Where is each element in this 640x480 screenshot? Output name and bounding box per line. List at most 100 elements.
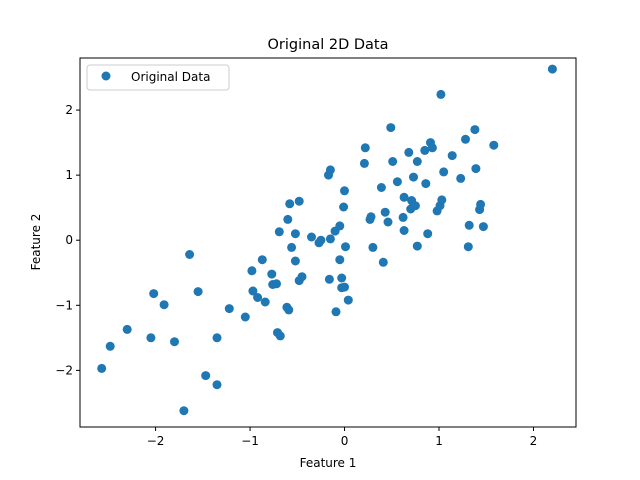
data-point	[149, 289, 159, 299]
data-point	[212, 333, 222, 343]
data-point	[324, 274, 334, 284]
data-point	[392, 177, 402, 187]
data-point	[284, 305, 294, 315]
data-point	[436, 89, 446, 99]
data-point	[272, 279, 281, 289]
legend-box	[86, 64, 230, 91]
data-point	[388, 157, 398, 166]
data-point	[427, 143, 437, 153]
data-point	[410, 201, 420, 211]
y-tick-label: 0	[65, 233, 73, 247]
y-axis-label: Feature 2	[29, 214, 43, 271]
data-point	[489, 140, 499, 150]
data-point	[461, 134, 470, 144]
plot-frame	[79, 57, 577, 428]
data-point	[456, 173, 466, 183]
data-point	[409, 172, 418, 182]
data-point	[290, 256, 300, 266]
data-point	[248, 286, 258, 296]
y-axis-ticks: −2 −1 0 1 2	[55, 103, 80, 377]
data-point	[471, 164, 481, 174]
data-point	[476, 199, 486, 209]
x-tick-label: 2	[530, 434, 538, 448]
data-point	[404, 147, 414, 157]
data-point	[274, 227, 284, 237]
data-point	[247, 266, 257, 276]
data-point	[463, 242, 473, 252]
x-tick-label: 1	[435, 434, 443, 448]
data-point	[447, 151, 457, 161]
data-point	[423, 229, 433, 239]
legend-marker	[101, 71, 111, 81]
data-point	[335, 221, 345, 231]
data-point	[257, 255, 267, 265]
y-tick-label: −1	[55, 298, 73, 312]
data-point	[386, 123, 396, 133]
data-point	[267, 269, 277, 279]
data-point	[287, 242, 297, 252]
data-point	[337, 273, 347, 283]
data-point	[359, 158, 369, 168]
data-point	[297, 272, 307, 282]
data-point	[325, 165, 335, 175]
data-point	[339, 202, 349, 212]
data-point	[212, 380, 222, 390]
data-point	[380, 207, 390, 217]
data-point	[283, 214, 293, 224]
data-point	[421, 179, 431, 189]
data-point	[159, 300, 169, 310]
data-point	[253, 293, 263, 302]
data-point	[146, 333, 156, 343]
data-point	[316, 235, 326, 245]
data-point	[340, 282, 349, 292]
data-point	[412, 241, 422, 251]
data-point	[340, 186, 349, 196]
data-point	[260, 297, 270, 307]
x-tick-label: 0	[341, 434, 349, 448]
data-point	[376, 183, 386, 192]
data-point	[439, 167, 449, 177]
data-point	[412, 157, 422, 166]
x-tick-label: −1	[241, 434, 259, 448]
y-tick-label: 2	[65, 103, 73, 117]
data-point	[343, 295, 353, 305]
data-point	[470, 125, 480, 135]
data-point	[378, 257, 388, 267]
legend: Original Data	[86, 64, 230, 91]
data-point	[335, 255, 345, 265]
data-point	[97, 363, 107, 373]
data-point	[420, 145, 430, 155]
legend-label: Original Data	[131, 70, 210, 84]
x-axis-ticks: −2 −1 0 1 2	[147, 427, 538, 448]
chart-title: Original 2D Data	[268, 37, 389, 53]
data-point	[290, 229, 300, 239]
data-point	[547, 64, 557, 74]
x-tick-label: −2	[147, 434, 165, 448]
y-tick-label: −2	[55, 363, 73, 377]
data-point	[383, 217, 393, 227]
data-point	[307, 232, 316, 242]
data-point	[122, 324, 132, 334]
data-point	[399, 192, 409, 202]
data-point	[331, 307, 341, 317]
data-point	[368, 242, 378, 252]
data-point	[398, 212, 408, 222]
data-point	[105, 341, 115, 351]
data-point	[478, 222, 488, 232]
x-axis-label: Feature 1	[300, 456, 357, 470]
data-point	[399, 226, 409, 235]
data-point	[285, 199, 295, 209]
data-point	[170, 337, 179, 347]
data-point	[341, 242, 350, 252]
data-point	[185, 250, 195, 259]
data-points	[97, 64, 557, 416]
data-point	[325, 234, 335, 244]
data-point	[201, 371, 211, 381]
data-point	[366, 212, 376, 222]
data-point	[240, 312, 250, 322]
data-point	[275, 331, 285, 341]
data-point	[193, 287, 203, 297]
data-point	[294, 196, 304, 206]
data-point	[437, 195, 447, 205]
